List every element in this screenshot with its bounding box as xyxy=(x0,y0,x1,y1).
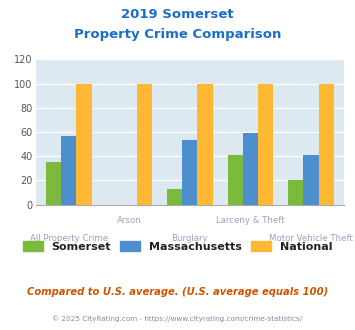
Bar xyxy=(137,83,152,205)
Text: Arson: Arson xyxy=(117,216,142,225)
Bar xyxy=(228,155,243,205)
Legend: Somerset, Massachusetts, National: Somerset, Massachusetts, National xyxy=(23,241,332,252)
Bar xyxy=(197,83,213,205)
Bar xyxy=(167,189,182,205)
Bar xyxy=(46,162,61,205)
Text: All Property Crime: All Property Crime xyxy=(30,234,108,243)
Bar xyxy=(76,83,92,205)
Text: Property Crime Comparison: Property Crime Comparison xyxy=(74,28,281,41)
Bar xyxy=(258,83,273,205)
Text: Compared to U.S. average. (U.S. average equals 100): Compared to U.S. average. (U.S. average … xyxy=(27,287,328,297)
Text: Burglary: Burglary xyxy=(171,234,208,243)
Bar xyxy=(304,155,319,205)
Bar xyxy=(61,136,76,205)
Bar xyxy=(182,141,197,205)
Bar xyxy=(288,181,304,205)
Bar xyxy=(319,83,334,205)
Text: © 2025 CityRating.com - https://www.cityrating.com/crime-statistics/: © 2025 CityRating.com - https://www.city… xyxy=(53,315,302,322)
Text: 2019 Somerset: 2019 Somerset xyxy=(121,8,234,21)
Bar xyxy=(243,133,258,205)
Text: Motor Vehicle Theft: Motor Vehicle Theft xyxy=(269,234,353,243)
Text: Larceny & Theft: Larceny & Theft xyxy=(216,216,285,225)
